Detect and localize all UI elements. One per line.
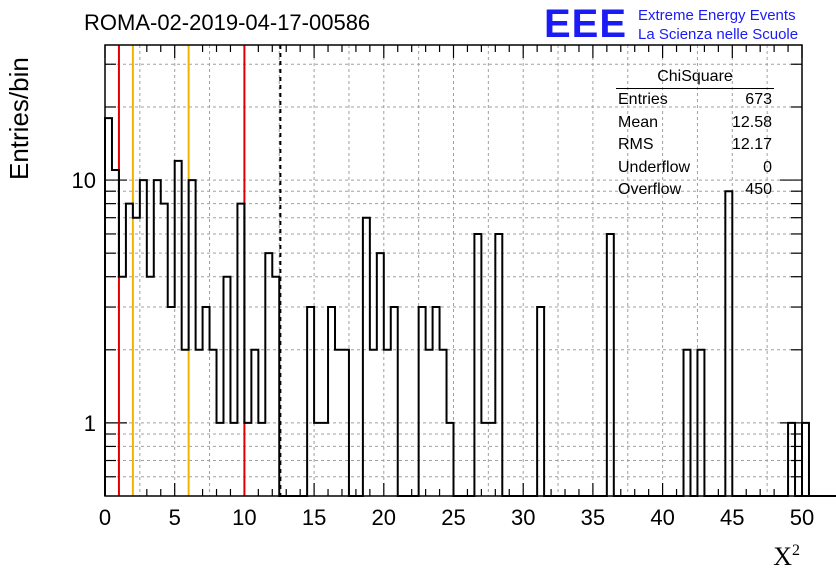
stats-value: 12.17 xyxy=(731,136,772,153)
axis-ticks xyxy=(104,45,803,496)
stats-label: Underflow xyxy=(618,158,691,176)
x-tick-label: 10 xyxy=(232,505,256,530)
x-tick-label: 15 xyxy=(302,505,326,530)
stats-value: 450 xyxy=(745,181,772,198)
x-tick-label: 40 xyxy=(650,505,674,530)
chart-title: ROMA-02-2019-04-17-00586 xyxy=(84,10,371,35)
stats-row: Mean 12.58 xyxy=(612,112,778,135)
x-tick-label: 35 xyxy=(581,505,605,530)
stats-row: Overflow 450 xyxy=(612,179,778,202)
stats-label: Entries xyxy=(618,91,668,108)
plot-frame xyxy=(104,44,803,497)
reference-lines xyxy=(117,45,282,496)
x-tick-label: 0 xyxy=(99,505,111,530)
stats-box: ChiSquare Entries 673 Mean 12.58 RMS 12.17 … xyxy=(612,64,778,202)
stats-value: 673 xyxy=(745,91,772,108)
x-tick-label: 45 xyxy=(720,505,744,530)
logo-line-1: Extreme Energy Events xyxy=(638,7,796,24)
x-tick-label: 50 xyxy=(790,505,814,530)
y-tick-labels: 1 10 xyxy=(72,168,96,436)
stats-label: RMS xyxy=(618,136,654,153)
x-axis-label-base: X xyxy=(773,542,792,571)
x-axis-label-superscript: 2 xyxy=(792,542,800,559)
x-axis-label: X2 xyxy=(773,536,800,572)
stats-row: Entries 673 xyxy=(612,89,778,112)
stats-row: Underflow 0 xyxy=(612,157,778,180)
x-tick-label: 25 xyxy=(441,505,465,530)
logo-line-2: La Scienza nelle Scuole xyxy=(638,26,799,43)
x-tick-labels: 0 5 10 15 20 25 30 35 40 45 50 xyxy=(99,505,814,530)
y-tick-label: 10 xyxy=(72,168,96,193)
x-tick-label: 20 xyxy=(372,505,396,530)
stats-title: ChiSquare xyxy=(616,64,774,89)
y-axis-label: Entries/bin xyxy=(4,57,34,180)
x-tick-label: 30 xyxy=(511,505,535,530)
stats-row: RMS 12.17 xyxy=(612,134,778,157)
stats-value: 0 xyxy=(763,158,772,176)
stats-label: Overflow xyxy=(618,181,682,198)
logo-mark: EEE xyxy=(544,2,628,46)
stats-label: Mean xyxy=(618,113,659,131)
stats-value: 12.58 xyxy=(731,113,772,131)
x-tick-label: 5 xyxy=(169,505,181,530)
y-tick-label: 1 xyxy=(84,411,96,436)
